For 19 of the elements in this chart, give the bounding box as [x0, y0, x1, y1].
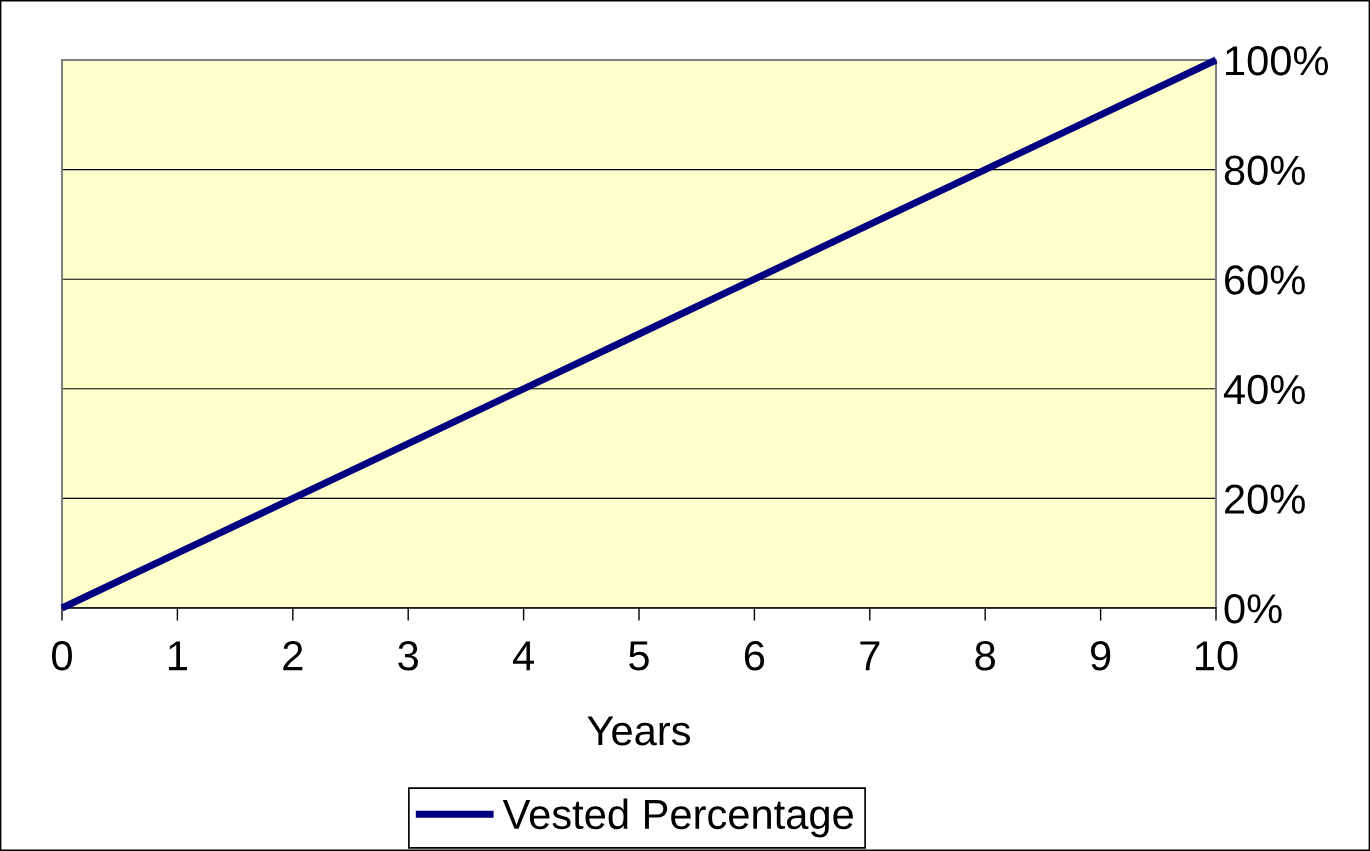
x-tick-label: 0 [52, 641, 72, 671]
x-tick-label: 5 [629, 641, 649, 671]
y-tick-label: 80% [1224, 155, 1305, 186]
legend-label: Vested Percentage [502, 798, 853, 838]
x-tick-label: 9 [1090, 641, 1111, 671]
y-tick-label: 100% [1226, 46, 1329, 76]
x-tick-label: 6 [744, 641, 765, 671]
x-tick-label: 4 [512, 641, 534, 671]
x-tick-label: 7 [860, 641, 880, 671]
x-tick-label: 8 [975, 641, 995, 671]
y-tick-label: 60% [1225, 265, 1305, 295]
y-tick-label: 20% [1225, 484, 1305, 514]
x-axis-title: Years [587, 716, 691, 746]
x-tick-label: 10 [1196, 641, 1238, 671]
y-tick-label: 0% [1224, 594, 1282, 624]
x-tick-label: 2 [283, 641, 303, 671]
x-tick-label: 3 [398, 641, 418, 671]
x-tick-label: 1 [168, 641, 187, 671]
y-tick-label: 40% [1223, 374, 1305, 405]
